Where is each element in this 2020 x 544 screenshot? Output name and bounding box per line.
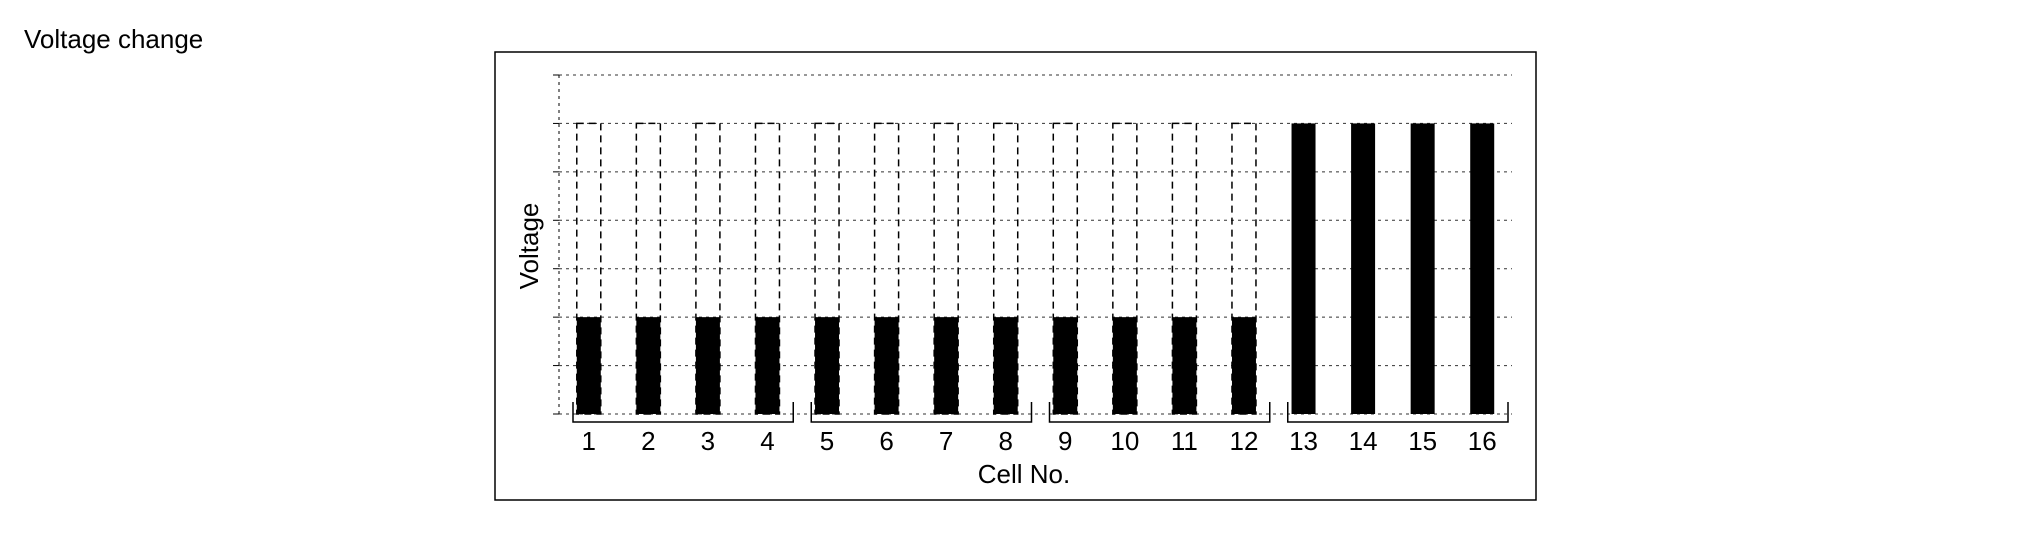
x-tick-label: 2 [641, 426, 655, 456]
bar-outline [1052, 122, 1079, 415]
bar-outline [576, 122, 602, 415]
bar [934, 317, 959, 414]
bar-outline [1171, 122, 1198, 415]
chart-frame [494, 51, 1537, 501]
x-tick-label: 9 [1058, 426, 1072, 456]
group-bracket [1048, 402, 1271, 423]
group-bracket [572, 402, 794, 423]
bar [695, 317, 720, 414]
bar [755, 317, 780, 414]
bar [1410, 123, 1435, 414]
bar-outline [814, 122, 840, 415]
x-tick-label: 16 [1468, 426, 1497, 456]
x-tick-label: 3 [701, 426, 715, 456]
x-tick-label: 10 [1110, 426, 1139, 456]
group-bracket [810, 402, 1033, 423]
group-bracket [1287, 402, 1509, 423]
bar-outline [933, 122, 959, 415]
x-tick-label: 14 [1349, 426, 1378, 456]
bar-outline [695, 122, 721, 415]
x-tick-label: 12 [1230, 426, 1259, 456]
bar-outline [873, 122, 900, 415]
x-tick-label: 15 [1408, 426, 1437, 456]
x-tick-label: 1 [582, 426, 596, 456]
bar [1231, 317, 1256, 414]
bar [874, 317, 899, 414]
x-tick-label: 6 [879, 426, 893, 456]
bar-outline [635, 122, 662, 415]
x-tick-label: 7 [939, 426, 953, 456]
bar [636, 317, 661, 414]
bar-outline [1112, 122, 1138, 415]
bar-outline [1231, 122, 1257, 415]
bar [1053, 317, 1078, 414]
bar-outline [754, 122, 781, 415]
bar [815, 317, 840, 414]
x-tick-label: 4 [760, 426, 774, 456]
x-tick-label: 5 [820, 426, 834, 456]
x-tick-label: 11 [1171, 426, 1198, 456]
bar [576, 317, 601, 414]
bar [993, 317, 1018, 414]
x-tick-label: 13 [1289, 426, 1318, 456]
x-tick-label: 8 [998, 426, 1012, 456]
bar [1291, 123, 1316, 414]
chart-title: Voltage change [24, 24, 203, 54]
bar [1172, 317, 1197, 414]
bar [1470, 123, 1495, 414]
bar [1351, 123, 1376, 414]
y-axis-label: Voltage [514, 203, 544, 290]
bar-outline [992, 122, 1019, 415]
x-axis-label: Cell No. [978, 459, 1070, 489]
bar [1112, 317, 1137, 414]
